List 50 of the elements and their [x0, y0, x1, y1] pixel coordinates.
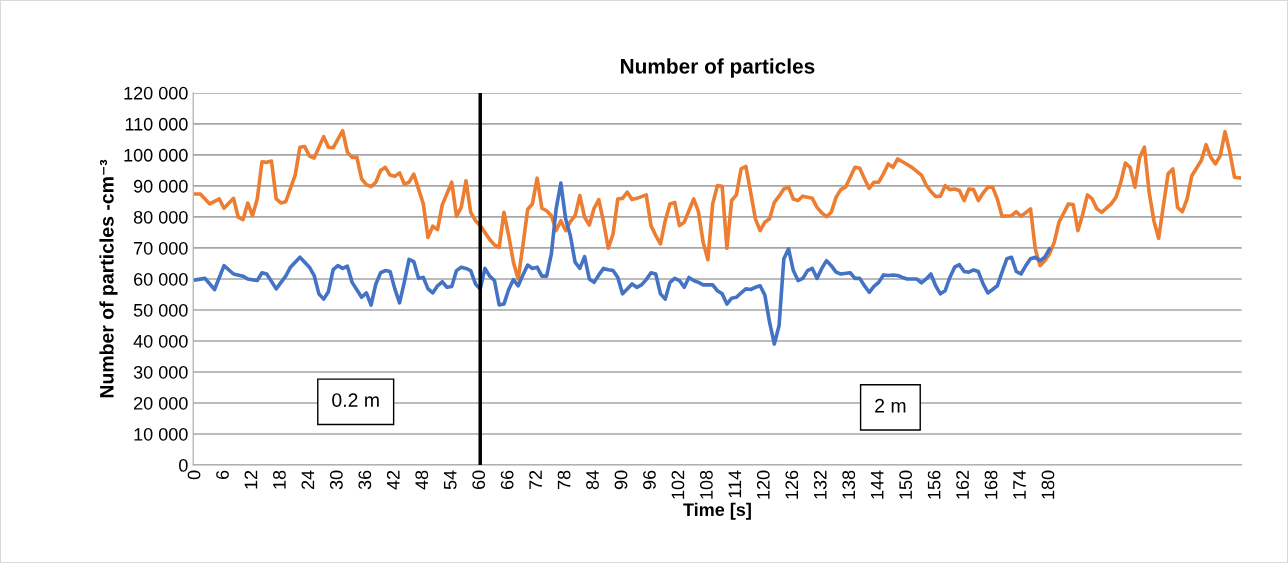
x-tick-label: 132	[813, 470, 827, 499]
x-tick-label: 84	[586, 470, 599, 490]
x-tick-label: 108	[699, 470, 713, 499]
annotation: 2 m	[875, 398, 906, 413]
y-tick-label: 40 000	[133, 334, 188, 348]
x-axis-title: Time [s]	[683, 502, 751, 520]
x-tick-label: 102	[671, 470, 685, 499]
x-tick-label: 12	[244, 470, 258, 489]
x-tick-label: 114	[728, 470, 742, 498]
x-tick-label: 78	[557, 470, 571, 490]
chart-title: Number of particles	[620, 58, 815, 78]
x-tick-label: 6	[216, 470, 229, 480]
y-tick-label: 70 000	[134, 241, 188, 255]
x-tick-label: 96	[643, 470, 656, 490]
y-tick-label: 90 000	[133, 179, 188, 193]
x-tick-label: 42	[386, 470, 400, 490]
x-tick-label: 48	[415, 470, 429, 490]
y-tick-label: 50 000	[133, 303, 188, 317]
y-tick-label: 100 000	[124, 148, 188, 162]
x-tick-label: 174	[1013, 470, 1026, 499]
x-tick-label: 90	[614, 470, 628, 490]
y-tick-label: 10 000	[134, 427, 188, 441]
x-tick-label: 24	[301, 470, 315, 490]
y-tick-label: 60 000	[134, 272, 188, 286]
x-tick-label: 156	[927, 470, 941, 499]
x-tick-label: 72	[529, 470, 542, 490]
x-tick-label: 18	[273, 470, 286, 489]
y-tick-label: 110 000	[125, 117, 188, 131]
x-tick-label: 120	[756, 470, 770, 499]
x-tick-label: 54	[444, 470, 457, 490]
x-tick-label: 180	[1041, 470, 1055, 499]
line-series	[193, 181, 1052, 346]
y-axis-title: Number of particles -cm⁻³	[99, 159, 118, 398]
x-tick-label: 138	[842, 470, 856, 499]
x-tick-label: 144	[870, 470, 884, 499]
y-tick-label: 30 000	[133, 365, 188, 379]
x-tick-label: 0	[187, 470, 201, 480]
annotation: 0.2 m	[332, 393, 379, 407]
y-tick-label: 120 000	[124, 86, 188, 100]
line-series	[193, 128, 1242, 281]
x-tick-label: 168	[984, 470, 998, 499]
x-tick-label: 60	[472, 470, 486, 490]
x-tick-label: 36	[358, 470, 372, 490]
y-tick-label: 80 000	[133, 210, 188, 224]
y-tick-label: 20 000	[134, 396, 188, 410]
x-tick-label: 30	[329, 470, 343, 490]
x-tick-label: 126	[785, 470, 799, 499]
x-tick-label: 66	[500, 470, 514, 490]
x-tick-label: 162	[956, 470, 969, 499]
x-tick-label: 150	[899, 470, 913, 499]
